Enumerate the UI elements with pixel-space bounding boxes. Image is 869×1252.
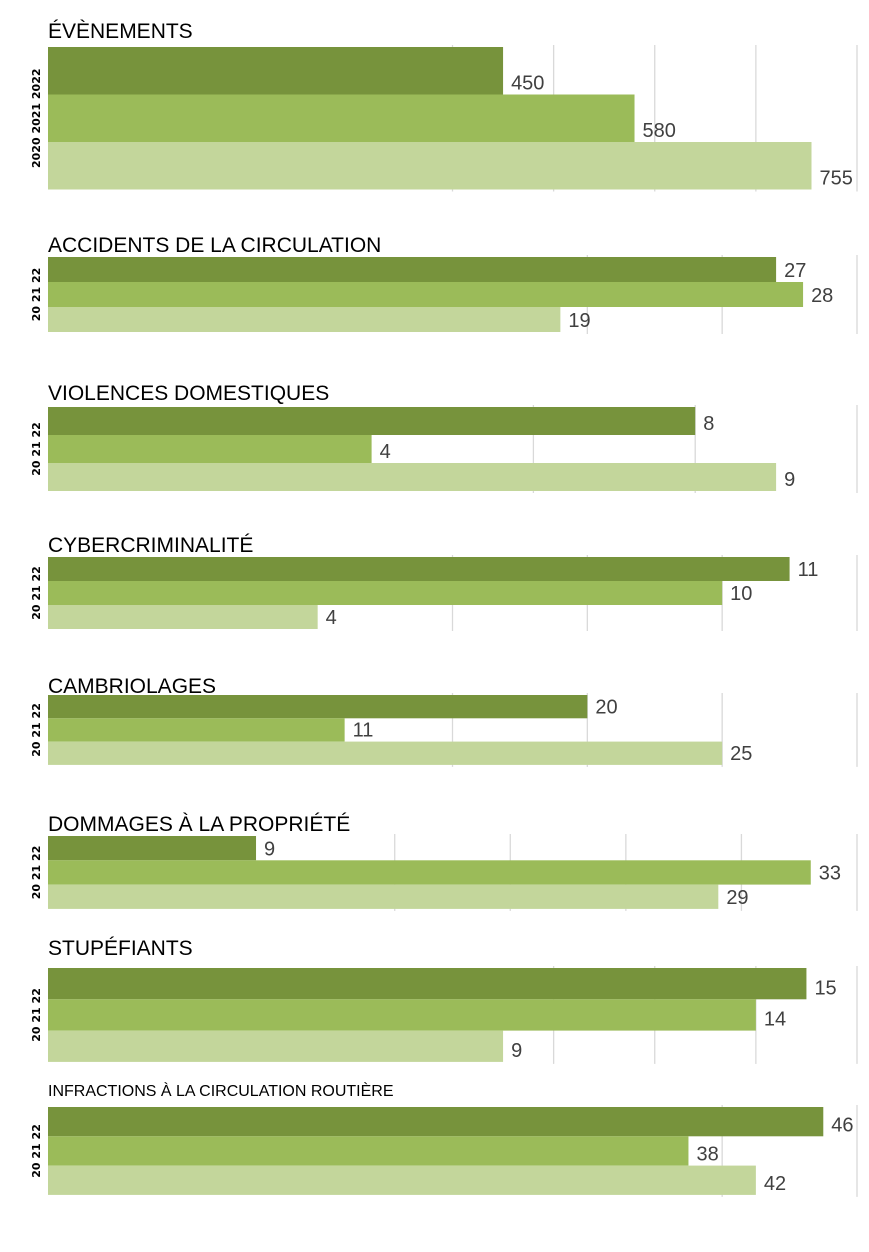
year-axis-labels: 2020 2021 2022: [30, 68, 43, 168]
bar-2021: [48, 282, 804, 307]
year-axis-labels: 20 21 22: [30, 1124, 43, 1178]
chart-4: CYBERCRIMINALITÉ 11 10 4 20 21 22: [30, 534, 858, 631]
data-label: 20: [595, 696, 617, 718]
bar-2022: [48, 407, 696, 435]
chart-title: VIOLENCES DOMESTIQUES: [48, 382, 329, 405]
data-label: 9: [511, 1040, 522, 1062]
chart-1: ÉVÈNEMENTS 450 580 755 2020 2021 2022: [30, 20, 858, 192]
bar-2021: [48, 1136, 689, 1166]
bar-2020: [48, 142, 812, 190]
year-axis-labels: 20 21 22: [30, 268, 43, 322]
data-label: 450: [511, 73, 544, 95]
data-label: 38: [696, 1144, 718, 1166]
data-label: 29: [726, 887, 748, 909]
bar-2022: [48, 257, 777, 282]
bar-2020: [48, 741, 723, 765]
year-label-22: 22: [30, 566, 43, 585]
year-axis-labels: 20 21 22: [30, 846, 43, 900]
bar-2021: [48, 581, 723, 605]
year-axis-labels: 20 21 22: [30, 703, 43, 757]
data-label: 19: [568, 310, 590, 332]
year-label-20: 20: [30, 460, 43, 476]
bar-2022: [48, 695, 588, 719]
data-label: 9: [784, 469, 795, 491]
bar-2020: [48, 307, 561, 332]
bar-2022: [48, 1107, 824, 1137]
data-label: 580: [643, 120, 676, 142]
year-label-22: 22: [30, 988, 43, 1007]
bar-2020: [48, 463, 777, 491]
bar-2021: [48, 999, 756, 1031]
chart-title: CAMBRIOLAGES: [48, 675, 216, 698]
bar-2021: [48, 94, 635, 142]
year-label-21: 21: [30, 1007, 43, 1026]
data-label: 33: [819, 863, 841, 885]
chart-title: STUPÉFIANTS: [48, 937, 193, 960]
year-label-2022: 2022: [30, 68, 43, 102]
bar-2022: [48, 47, 504, 95]
data-label: 11: [353, 720, 374, 742]
data-label: 4: [380, 441, 391, 463]
chart-title: ÉVÈNEMENTS: [48, 20, 193, 43]
chart-3: VIOLENCES DOMESTIQUES 8 4 9 20 21 22: [30, 382, 858, 493]
data-label: 28: [811, 285, 833, 307]
year-label-20: 20: [30, 1026, 43, 1042]
year-label-20: 20: [30, 1162, 43, 1178]
bar-2021: [48, 718, 345, 742]
year-label-22: 22: [30, 1124, 43, 1143]
data-label: 10: [730, 583, 752, 605]
bar-2021: [48, 435, 372, 463]
year-label-2021: 2021: [30, 103, 43, 137]
bar-2022: [48, 836, 257, 861]
year-axis-labels: 20 21 22: [30, 422, 43, 476]
year-label-21: 21: [30, 865, 43, 884]
year-label-22: 22: [30, 268, 43, 287]
bar-2020: [48, 884, 719, 909]
data-label: 42: [764, 1173, 786, 1195]
chart-5: CAMBRIOLAGES 20 11 25 20 21 22: [30, 675, 858, 767]
data-label: 9: [264, 838, 275, 860]
data-label: 25: [730, 743, 752, 765]
year-axis-labels: 20 21 22: [30, 988, 43, 1042]
data-label: 8: [703, 413, 714, 435]
year-label-20: 20: [30, 884, 43, 900]
year-label-21: 21: [30, 585, 43, 604]
chart-title: DOMMAGES À LA PROPRIÉTÉ: [48, 813, 350, 836]
chart-title: INFRACTIONS À LA CIRCULATION ROUTIÈRE: [48, 1081, 394, 1100]
bar-2020: [48, 1030, 504, 1062]
data-label: 4: [326, 607, 337, 629]
bar-2022: [48, 557, 790, 581]
year-label-22: 22: [30, 703, 43, 722]
data-label: 46: [831, 1114, 853, 1136]
year-label-22: 22: [30, 846, 43, 865]
bar-2022: [48, 968, 807, 1000]
year-label-21: 21: [30, 441, 43, 460]
chart-7: STUPÉFIANTS 15 14 9 20 21 22: [30, 937, 858, 1064]
chart-title: ACCIDENTS DE LA CIRCULATION: [48, 234, 381, 257]
year-axis-labels: 20 21 22: [30, 566, 43, 620]
chart-8: INFRACTIONS À LA CIRCULATION ROUTIÈRE 46 3…: [30, 1081, 858, 1197]
data-label: 11: [798, 559, 819, 581]
year-label-20: 20: [30, 306, 43, 322]
data-label: 755: [819, 168, 852, 190]
bar-2021: [48, 860, 811, 885]
year-label-22: 22: [30, 422, 43, 441]
chart-title: CYBERCRIMINALITÉ: [48, 534, 253, 557]
data-label: 27: [784, 260, 806, 282]
year-label-21: 21: [30, 287, 43, 306]
data-label: 15: [814, 977, 836, 999]
year-label-21: 21: [30, 1143, 43, 1162]
bar-2020: [48, 1165, 756, 1195]
year-label-20: 20: [30, 741, 43, 757]
data-label: 14: [764, 1009, 786, 1031]
bar-2020: [48, 605, 318, 629]
year-label-20: 20: [30, 604, 43, 620]
year-label-21: 21: [30, 722, 43, 741]
year-label-2020: 2020: [30, 137, 43, 168]
